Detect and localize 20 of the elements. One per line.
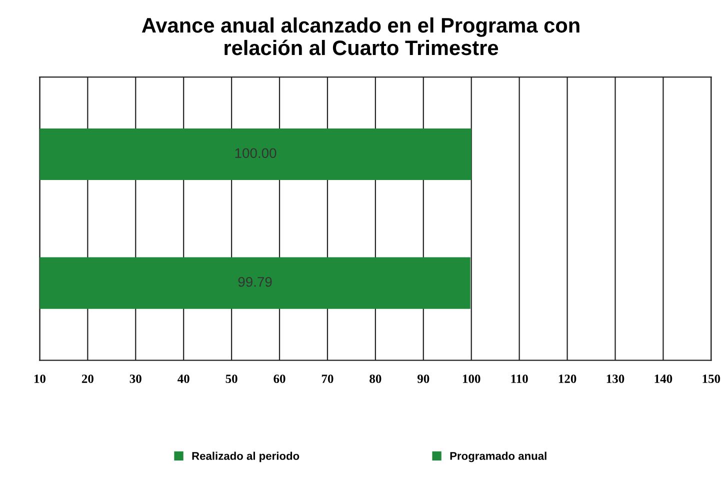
x-tick-label: 110 (511, 374, 528, 384)
x-tick-label: 80 (370, 374, 382, 384)
x-tick-label: 30 (130, 374, 142, 384)
data-label: 100.00 (235, 148, 276, 158)
x-tick-label: 100 (462, 374, 480, 384)
legend-label: Realizado al periodo (192, 452, 300, 462)
legend-label: Programado anual (450, 452, 546, 462)
x-tick-label: 20 (82, 374, 94, 384)
x-tick-label: 150 (702, 374, 720, 384)
x-tick-label: 50 (226, 374, 238, 384)
x-tick-label: 130 (606, 374, 624, 384)
x-tick-label: 120 (558, 374, 576, 384)
x-tick-label: 40 (178, 374, 190, 384)
chart-title: Avance anual alcanzado en el Programa con relación al Cuarto Trimestre (142, 17, 580, 56)
x-tick-label: 90 (417, 374, 430, 384)
x-tick-label: 140 (654, 374, 672, 384)
x-tick-label: 10 (34, 374, 46, 384)
data-label: 99.79 (238, 276, 272, 287)
x-tick-label: 60 (274, 374, 286, 384)
x-tick-label: 70 (322, 374, 334, 384)
